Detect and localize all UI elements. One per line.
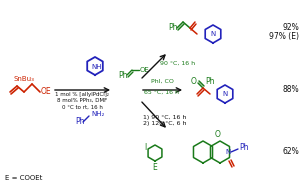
Text: E = COOEt: E = COOEt	[5, 175, 42, 181]
Text: 1) 90 °C, 16 h: 1) 90 °C, 16 h	[143, 115, 186, 121]
Text: 88%: 88%	[282, 85, 299, 94]
Text: N: N	[210, 31, 216, 37]
Text: O: O	[215, 130, 221, 139]
Text: 97% (E): 97% (E)	[269, 32, 299, 40]
Text: I: I	[145, 143, 147, 152]
Text: E: E	[153, 163, 157, 172]
Text: N: N	[222, 91, 228, 97]
Text: 62%: 62%	[282, 147, 299, 156]
Text: 1 mol % [allylPdCl]₂
8 mol% PPh₃, DMF
0 °C to rt, 16 h: 1 mol % [allylPdCl]₂ 8 mol% PPh₃, DMF 0 …	[55, 92, 109, 109]
Text: Ph: Ph	[118, 70, 128, 80]
Text: 2) 120 °C, 6 h: 2) 120 °C, 6 h	[143, 122, 186, 126]
Text: SnBu₃: SnBu₃	[13, 76, 35, 82]
Text: O: O	[191, 77, 197, 87]
Text: OE: OE	[140, 67, 150, 73]
Text: Ph: Ph	[239, 143, 248, 152]
Text: 92%: 92%	[282, 23, 299, 33]
Text: Ph: Ph	[168, 23, 177, 33]
Text: Ph: Ph	[75, 118, 84, 126]
Text: 65 °C, 16 h: 65 °C, 16 h	[144, 90, 180, 95]
Text: NH: NH	[92, 64, 102, 70]
Text: 90 °C, 16 h: 90 °C, 16 h	[160, 60, 195, 66]
Text: OE: OE	[41, 88, 52, 97]
Text: NH₂: NH₂	[91, 111, 104, 117]
Text: Ph: Ph	[205, 77, 215, 87]
Text: PhI, CO: PhI, CO	[151, 79, 174, 84]
Text: N: N	[226, 149, 231, 155]
